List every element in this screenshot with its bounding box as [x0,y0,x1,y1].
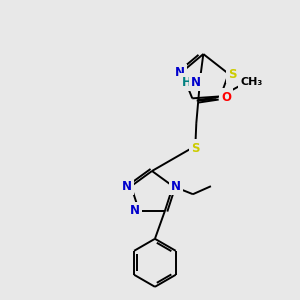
Text: O: O [221,91,231,103]
Text: N: N [175,66,185,79]
Text: N: N [130,204,140,217]
Text: CH₃: CH₃ [240,77,262,87]
Text: N: N [191,76,201,88]
Text: N: N [171,180,181,193]
Text: H: H [182,76,191,88]
Text: S: S [228,68,237,81]
Text: S: S [191,142,200,154]
Text: N: N [122,180,132,193]
